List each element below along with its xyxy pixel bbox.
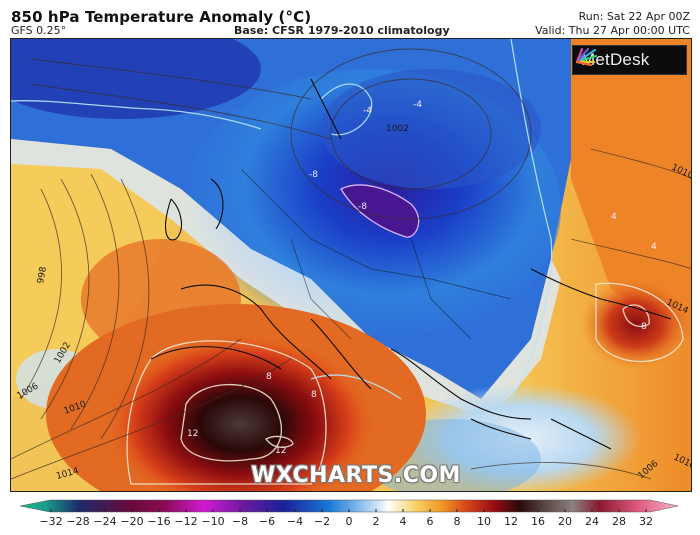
chart-title: 850 hPa Temperature Anomaly (°C) <box>11 8 312 26</box>
colorbar-gradient <box>19 499 679 513</box>
anomaly-label: 12 <box>187 429 198 439</box>
run-time: Run: Sat 22 Apr 00Z <box>578 10 690 23</box>
wxcharts-watermark: WXCHARTS.COM <box>251 463 461 488</box>
colorbar-tick: 2 <box>372 515 380 528</box>
metdesk-logo-text: MetDesk <box>581 50 650 69</box>
valid-time: Valid: Thu 27 Apr 00:00 UTC <box>535 24 690 37</box>
anomaly-label: 8 <box>641 322 647 332</box>
colorbar-tick: −6 <box>258 515 276 528</box>
base-climatology-label: Base: CFSR 1979-2010 climatology <box>234 24 450 37</box>
anomaly-label: 8 <box>266 372 272 382</box>
colorbar-tick: −12 <box>174 515 198 528</box>
colorbar-tick: 4 <box>399 515 407 528</box>
colorbar-tick: 10 <box>477 515 491 528</box>
colorbar-tick: 6 <box>426 515 434 528</box>
colorbar-tick: 16 <box>531 515 545 528</box>
colorbar-tick-labels: −32 −28 −24 −20 −16 −12 −10 −8 −6 −4 −2 … <box>0 515 700 531</box>
colorbar-tick: 0 <box>345 515 353 528</box>
colorbar-tick: −32 <box>39 515 63 528</box>
map-canvas: 998 1002 1006 1010 1014 1002 1010 1014 1… <box>11 39 691 491</box>
colorbar-tick: 24 <box>585 515 599 528</box>
metdesk-logo: MetDesk <box>572 45 687 75</box>
colorbar-tick: −10 <box>201 515 225 528</box>
model-label: GFS 0.25° <box>11 24 67 37</box>
colorbar-tick: 32 <box>639 515 653 528</box>
anomaly-map: 998 1002 1006 1010 1014 1002 1010 1014 1… <box>10 38 692 492</box>
colorbar-tick: −2 <box>313 515 331 528</box>
metdesk-burst-icon <box>575 47 598 66</box>
colorbar-tick: 12 <box>504 515 518 528</box>
anomaly-label: 8 <box>311 390 317 400</box>
colorbar-tick: 28 <box>612 515 626 528</box>
colorbar-tick: 8 <box>453 515 461 528</box>
isobar-label: 1002 <box>386 124 409 134</box>
anomaly-label: -8 <box>309 170 318 180</box>
anomaly-label: -4 <box>413 100 422 110</box>
isobar-label: 998 <box>36 266 49 285</box>
anomaly-label: 4 <box>651 242 657 252</box>
colorbar-tick: −16 <box>147 515 171 528</box>
colorbar <box>0 497 700 535</box>
chart-header: 850 hPa Temperature Anomaly (°C) GFS 0.2… <box>0 0 700 38</box>
anomaly-label: -8 <box>358 202 367 212</box>
anomaly-label: -4 <box>363 106 372 116</box>
colorbar-tick: −20 <box>120 515 144 528</box>
colorbar-tick: −28 <box>66 515 90 528</box>
colorbar-tick: −8 <box>231 515 249 528</box>
colorbar-tick: 20 <box>558 515 572 528</box>
anomaly-label: 0 <box>439 392 445 402</box>
colorbar-tick: −4 <box>286 515 304 528</box>
anomaly-label: 4 <box>611 212 617 222</box>
anomaly-label: 12 <box>275 446 286 456</box>
colorbar-tick: −24 <box>93 515 117 528</box>
